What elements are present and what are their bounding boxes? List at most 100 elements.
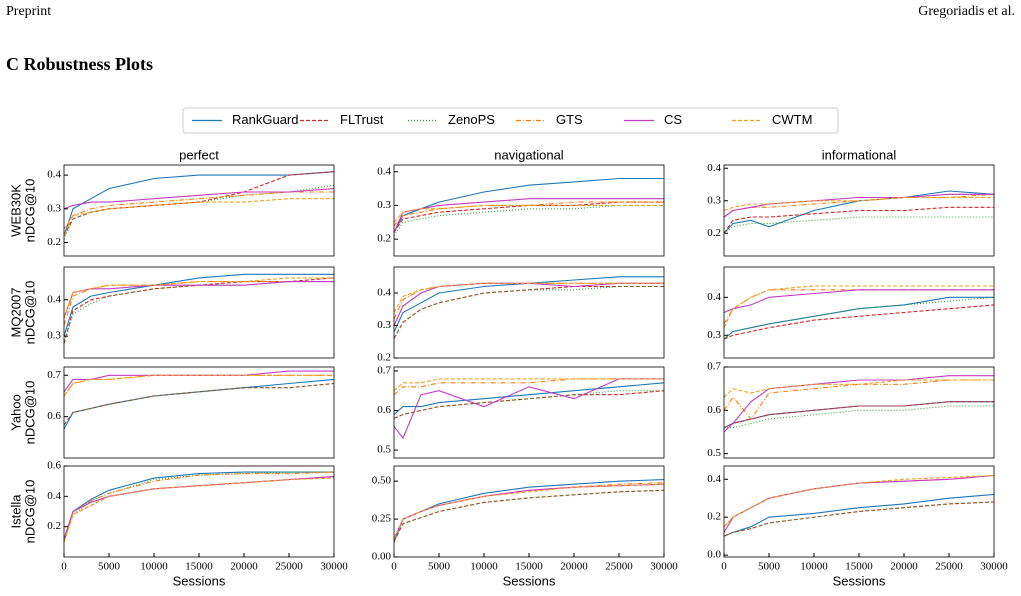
y-axis-label: nDCG@10 <box>22 480 37 544</box>
y-tick-label: 0.4 <box>47 293 61 305</box>
series-line <box>63 273 334 337</box>
series-line <box>393 483 665 540</box>
series-line <box>723 190 995 234</box>
series-line <box>723 289 994 314</box>
series-line <box>723 501 995 537</box>
y-axis-label: Istella <box>8 494 23 529</box>
y-axis-label: WEB30K <box>8 184 23 237</box>
x-tick-label: 25000 <box>275 561 303 573</box>
y-tick-label: 0.2 <box>707 511 721 523</box>
series-line <box>723 296 995 340</box>
series-line <box>393 276 664 333</box>
series-line <box>393 204 664 223</box>
y-tick-label: 0.7 <box>47 369 61 381</box>
legend-label: FLTrust <box>340 112 384 127</box>
series-line <box>723 379 994 420</box>
y-tick-label: 0.4 <box>707 162 721 174</box>
y-tick-label: 0.00 <box>372 551 392 563</box>
x-tick-label: 10000 <box>800 561 828 573</box>
y-tick-label: 0.0 <box>707 549 721 561</box>
series-line <box>723 289 994 325</box>
x-tick-label: 25000 <box>605 561 633 573</box>
series-line <box>723 401 994 429</box>
series-line <box>393 489 665 543</box>
y-tick-label: 0.3 <box>47 330 61 342</box>
series-line <box>63 171 335 237</box>
x-tick-label: 25000 <box>935 561 963 573</box>
x-axis-label: Sessions <box>833 573 886 588</box>
legend-label: GTS <box>556 112 583 127</box>
series-line <box>63 198 334 230</box>
series-line <box>723 375 994 433</box>
series-line <box>63 374 334 397</box>
series-line <box>393 285 664 339</box>
y-tick-label: 0.7 <box>707 361 721 373</box>
x-tick-label: 5000 <box>428 561 451 573</box>
legend-label: RankGuard <box>232 112 298 127</box>
y-tick-label: 0.25 <box>372 513 392 525</box>
series-line <box>393 378 664 440</box>
y-tick-label: 0.2 <box>47 236 61 248</box>
series-line <box>63 471 334 542</box>
series-line <box>393 390 664 419</box>
series-line <box>723 304 995 340</box>
series-line <box>393 479 665 543</box>
y-tick-label: 0.4 <box>47 169 61 181</box>
series-line <box>724 405 994 429</box>
plot-frame <box>393 465 665 558</box>
y-tick-label: 0.6 <box>707 404 721 416</box>
series-line <box>63 281 334 326</box>
plot-frame <box>393 266 665 359</box>
y-tick-label: 0.3 <box>377 199 391 211</box>
y-tick-label: 0.5 <box>707 447 721 459</box>
x-tick-label: 30000 <box>650 561 678 573</box>
y-tick-label: 0.3 <box>377 319 391 331</box>
plot-frame <box>63 164 335 257</box>
series-line <box>63 184 335 240</box>
series-line <box>723 493 995 537</box>
x-tick-label: 30000 <box>320 561 348 573</box>
plot-frame <box>723 266 995 359</box>
chart-title: informational <box>822 147 897 162</box>
y-tick-label: 0.4 <box>707 473 721 485</box>
x-tick-label: 10000 <box>470 561 498 573</box>
y-axis-label: nDCG@10 <box>22 179 37 243</box>
plot-frame <box>393 164 665 257</box>
x-tick-label: 15000 <box>185 561 213 573</box>
series-line <box>393 489 665 543</box>
y-tick-label: 0.50 <box>372 475 392 487</box>
x-axis-label: Sessions <box>503 573 556 588</box>
y-tick-label: 0.3 <box>707 329 721 341</box>
x-tick-label: 0 <box>61 561 67 573</box>
x-tick-label: 0 <box>721 561 727 573</box>
series-line <box>723 206 994 234</box>
y-tick-label: 0.4 <box>377 165 391 177</box>
series-line <box>63 281 334 344</box>
plot-frame <box>63 366 335 459</box>
y-tick-label: 0.2 <box>377 233 391 245</box>
y-tick-label: 0.4 <box>377 287 391 299</box>
y-tick-label: 0.7 <box>377 364 391 376</box>
x-tick-label: 15000 <box>515 561 543 573</box>
legend-label: ZenoPS <box>448 112 495 127</box>
y-tick-label: 0.4 <box>47 490 61 502</box>
y-tick-label: 0.6 <box>47 460 61 472</box>
x-axis-label: Sessions <box>173 573 226 588</box>
series-line <box>723 196 994 212</box>
x-tick-label: 20000 <box>560 561 588 573</box>
chart-title: navigational <box>494 147 563 162</box>
series-line <box>63 471 334 542</box>
y-axis-label: nDCG@10 <box>22 381 37 445</box>
plot-frame <box>393 366 665 459</box>
y-tick-label: 0.2 <box>47 520 61 532</box>
x-tick-label: 0 <box>391 561 397 573</box>
y-axis-label: nDCG@10 <box>22 281 37 345</box>
series-line <box>63 188 335 210</box>
plot-frame <box>723 465 995 558</box>
y-tick-label: 0.2 <box>707 227 721 239</box>
legend-label: CS <box>664 112 682 127</box>
plot-frame <box>723 366 995 459</box>
y-tick-label: 0.6 <box>47 410 61 422</box>
series-line <box>63 471 335 542</box>
